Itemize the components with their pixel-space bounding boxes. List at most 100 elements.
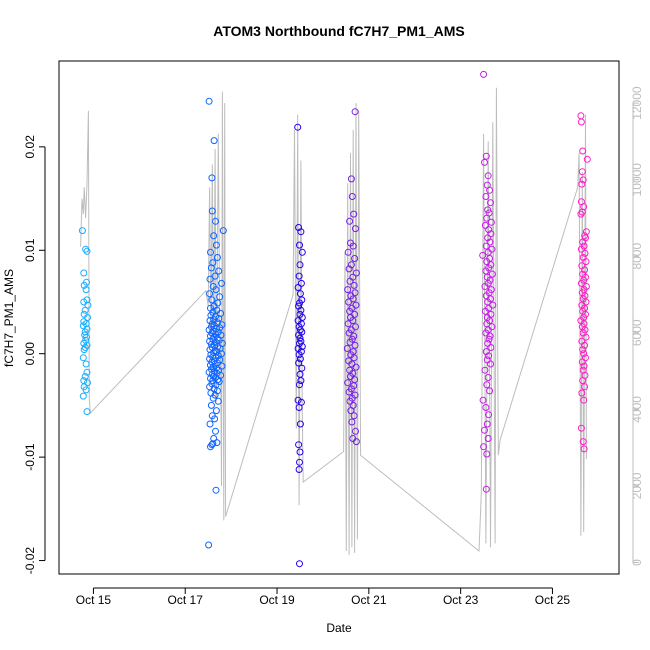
data-point-s5-6 [578, 180, 586, 188]
data-point-s5-8 [580, 203, 588, 211]
data-point-s3-55 [350, 412, 358, 420]
data-point-s4-5 [486, 186, 494, 194]
data-point-s5-56 [577, 424, 585, 432]
data-point-s4-26 [488, 270, 496, 278]
data-point-s5-44 [581, 341, 589, 349]
x-tick-label-5: Oct 25 [535, 593, 571, 607]
data-point-s0-27 [83, 368, 91, 376]
data-point-s2-28 [295, 351, 303, 359]
data-point-s5-46 [580, 350, 588, 358]
data-point-s2-0 [294, 123, 302, 131]
data-point-s2-4 [298, 248, 306, 256]
y-tick-label-1: -0.01 [23, 443, 37, 471]
data-point-s0-0 [78, 227, 86, 235]
chart-title: ATOM3 Northbound fC7H7_PM1_AMS [213, 23, 465, 39]
data-point-s1-2 [208, 174, 216, 182]
data-point-s5-1 [577, 118, 585, 126]
data-point-s0-25 [79, 354, 87, 362]
data-point-s3-57 [352, 427, 359, 435]
x-tick-label-1: Oct 17 [168, 593, 204, 607]
data-point-s4-50 [482, 348, 490, 356]
data-point-s2-31 [298, 364, 306, 372]
data-point-s4-7 [487, 199, 494, 207]
data-point-s1-111 [205, 541, 213, 549]
data-point-s5-48 [578, 358, 586, 366]
data-point-s1-7 [212, 241, 220, 249]
data-point-s5-19 [582, 258, 590, 266]
data-point-s0-32 [82, 386, 90, 394]
data-point-s2-42 [295, 466, 303, 473]
data-point-s3-27 [344, 320, 352, 328]
data-point-s3-2 [348, 193, 356, 200]
data-point-s1-94 [213, 387, 221, 395]
data-point-s1-103 [206, 420, 214, 428]
data-point-s4-59 [482, 404, 490, 411]
data-point-s4-65 [483, 450, 491, 458]
data-point-s5-21 [581, 266, 589, 274]
data-point-s4-57 [486, 387, 494, 395]
data-point-s4-1 [482, 152, 490, 160]
data-point-s4-51 [485, 352, 493, 360]
data-point-s3-14 [346, 277, 354, 285]
data-point-s3-4 [346, 217, 354, 225]
data-point-s4-6 [482, 193, 490, 200]
data-point-s1-110 [212, 486, 220, 494]
data-point-s1-29 [215, 315, 223, 322]
data-point-s2-22 [296, 334, 304, 342]
data-point-s4-20 [479, 251, 487, 259]
data-point-s3-11 [345, 265, 353, 273]
data-point-s1-109 [208, 441, 216, 449]
data-point-s4-58 [479, 396, 487, 404]
data-point-s4-30 [481, 283, 489, 290]
data-point-s4-56 [483, 381, 491, 389]
data-point-s4-11 [487, 218, 495, 226]
data-point-s2-2 [297, 228, 305, 236]
data-point-s2-1 [295, 224, 303, 231]
data-point-s0-34 [83, 408, 91, 416]
data-point-s2-33 [297, 377, 305, 385]
data-point-s0-2 [83, 247, 91, 255]
x-tick-label-2: Oct 19 [259, 593, 295, 607]
data-point-s5-10 [577, 210, 585, 218]
data-point-s1-97 [209, 394, 217, 402]
data-point-s4-55 [484, 374, 492, 381]
data-point-s3-35 [343, 345, 351, 352]
data-point-s5-17 [581, 249, 589, 257]
data-point-s5-52 [579, 377, 587, 385]
data-point-s2-39 [295, 441, 303, 449]
data-point-s1-102 [211, 415, 219, 423]
data-point-s4-15 [484, 234, 492, 242]
data-point-s0-18 [81, 331, 89, 339]
data-point-s4-2 [481, 158, 488, 166]
data-point-s4-61 [483, 420, 491, 428]
data-point-s2-11 [296, 299, 303, 307]
data-point-s2-40 [296, 448, 304, 456]
data-point-s5-53 [581, 383, 589, 391]
y-tick-label-2: 0.00 [23, 342, 37, 366]
data-point-s1-100 [212, 407, 220, 415]
data-point-s0-17 [81, 328, 89, 336]
data-point-s1-20 [208, 296, 216, 304]
data-point-s1-33 [208, 320, 216, 328]
data-point-s1-17 [212, 286, 220, 294]
data-point-s4-13 [485, 226, 493, 234]
x-tick-label-3: Oct 21 [351, 593, 387, 607]
y2-tick-label-6: 12000 [630, 86, 644, 120]
data-point-s3-3 [350, 210, 358, 218]
plot-frame [58, 60, 620, 575]
data-point-s3-8 [344, 248, 352, 256]
data-point-s1-12 [215, 267, 223, 275]
data-point-s1-9 [213, 254, 221, 261]
data-point-s1-3 [208, 207, 216, 215]
data-point-s3-15 [350, 281, 358, 289]
data-point-s1-0 [205, 97, 213, 105]
data-point-s5-5 [579, 176, 587, 184]
data-point-s1-99 [207, 401, 215, 409]
data-point-s3-49 [345, 388, 353, 396]
data-point-s1-8 [207, 248, 214, 256]
data-point-s5-57 [579, 438, 587, 446]
y-axis-label: fC7H7_PM1_AMS [2, 269, 16, 367]
data-point-s3-12 [352, 269, 360, 277]
data-point-s2-5 [296, 261, 304, 269]
